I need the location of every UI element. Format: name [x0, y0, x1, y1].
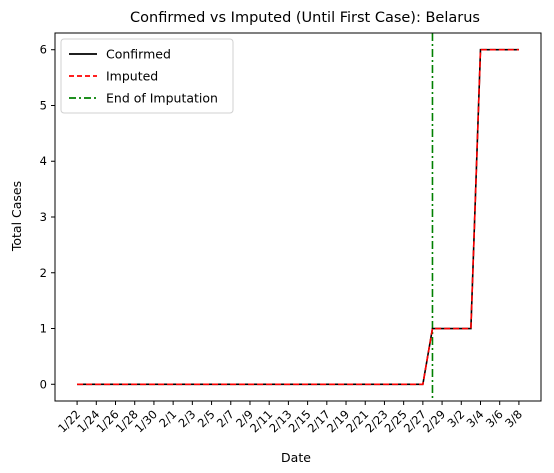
legend-box	[60, 38, 234, 114]
legend: Confirmed Imputed End of Imputation	[60, 38, 234, 114]
y-axis-label: Total Cases	[9, 181, 24, 252]
x-tick-label: 3/8	[502, 407, 525, 430]
y-tick-label: 2	[40, 266, 47, 280]
x-tick-label: 1/30	[132, 407, 160, 435]
x-axis-label: Date	[281, 450, 311, 465]
y-tick-label: 0	[40, 377, 47, 391]
y-tick-label: 1	[40, 322, 47, 336]
legend-label: Imputed	[106, 69, 158, 84]
y-tick-label: 6	[40, 43, 47, 57]
legend-label: Confirmed	[106, 47, 171, 62]
y-tick-label: 5	[40, 98, 47, 112]
chart-title: Confirmed vs Imputed (Until First Case):…	[130, 10, 480, 26]
series-line-imputed	[77, 48, 519, 386]
legend-label: End of Imputation	[106, 91, 218, 106]
y-tick-label: 3	[40, 210, 47, 224]
y-tick-label: 4	[40, 154, 47, 168]
x-tick-label: 2/29	[420, 407, 448, 435]
